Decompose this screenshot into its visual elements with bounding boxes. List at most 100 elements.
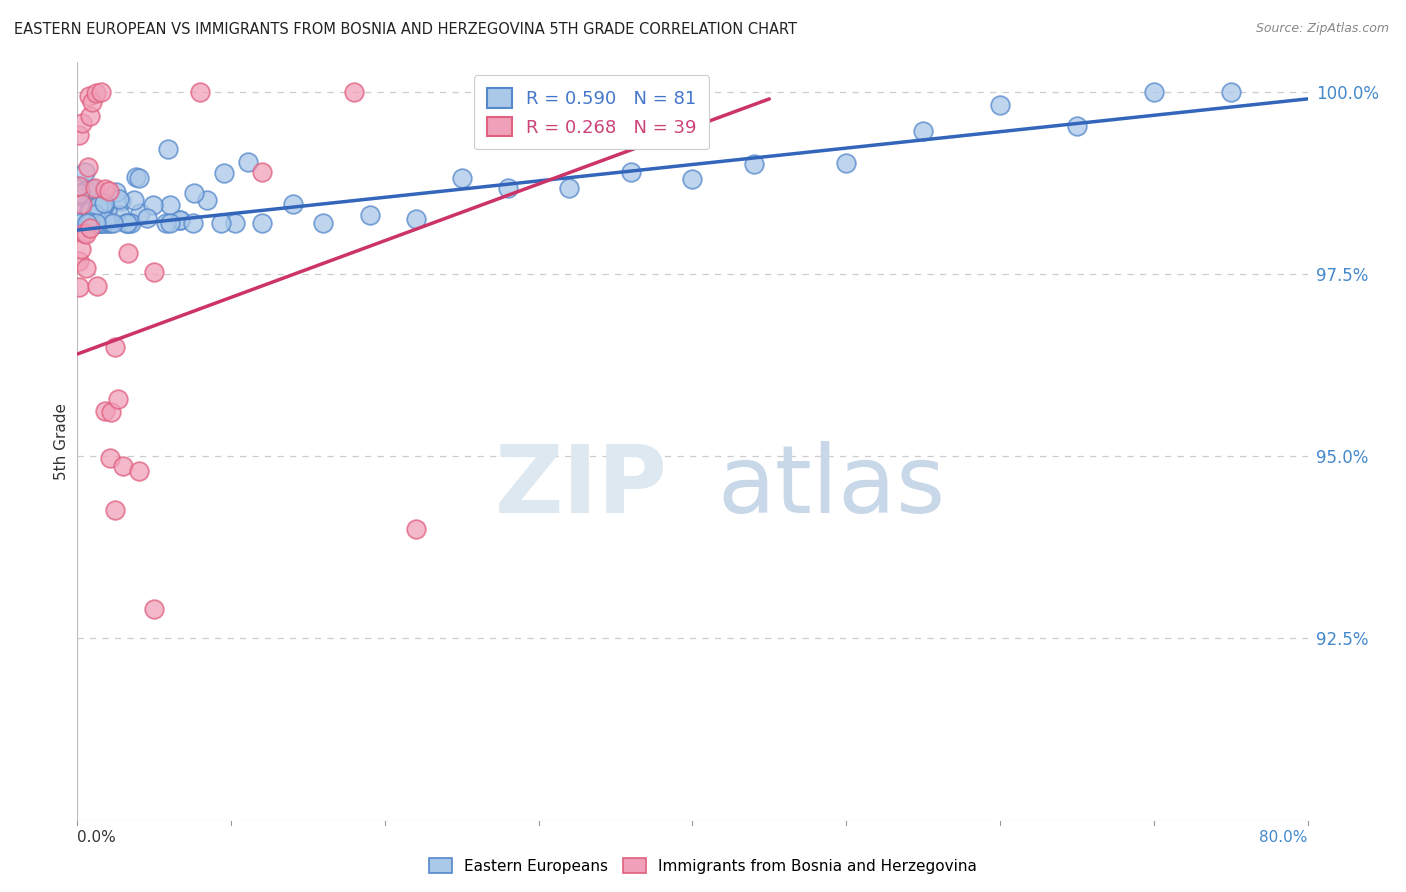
Point: [84, 207, 107, 221]
Point: [83, 211, 105, 226]
Point: [143, 264, 166, 278]
Point: [93, 195, 115, 210]
Point: [159, 198, 181, 212]
Point: [141, 198, 163, 212]
Point: [98, 216, 121, 230]
Point: [742, 157, 765, 171]
Point: [67, 178, 90, 193]
Point: [67, 254, 90, 268]
Point: [108, 208, 131, 222]
Point: [72, 180, 94, 194]
Point: [90, 216, 112, 230]
Point: [80, 95, 103, 110]
Point: [75, 183, 97, 197]
Point: [128, 464, 150, 478]
Point: [87, 216, 110, 230]
Point: [67, 128, 90, 142]
Point: [76, 216, 98, 230]
Point: [159, 216, 181, 230]
Point: [343, 85, 366, 99]
Point: [104, 502, 127, 516]
Point: [80, 182, 103, 196]
Point: [101, 216, 124, 230]
Point: [72, 116, 94, 130]
Point: [104, 340, 127, 354]
Point: [1143, 85, 1166, 99]
Point: [90, 200, 112, 214]
Text: 80.0%: 80.0%: [1260, 830, 1308, 845]
Point: [73, 165, 96, 179]
Point: [312, 216, 335, 230]
Point: [1219, 85, 1241, 99]
Point: [84, 216, 107, 230]
Point: [69, 186, 91, 201]
Point: [359, 208, 381, 222]
Point: [87, 200, 110, 214]
Text: Source: ZipAtlas.com: Source: ZipAtlas.com: [1256, 22, 1389, 36]
Point: [90, 85, 112, 99]
Point: [120, 216, 142, 230]
Point: [250, 165, 273, 179]
Point: [136, 211, 159, 226]
Text: EASTERN EUROPEAN VS IMMIGRANTS FROM BOSNIA AND HERZEGOVINA 5TH GRADE CORRELATION: EASTERN EUROPEAN VS IMMIGRANTS FROM BOSN…: [14, 22, 797, 37]
Point: [91, 196, 114, 211]
Point: [84, 87, 107, 101]
Point: [94, 182, 117, 196]
Point: [988, 98, 1011, 112]
Point: [118, 216, 141, 230]
Point: [682, 172, 704, 186]
Point: [212, 166, 235, 180]
Point: [169, 213, 191, 227]
Point: [107, 392, 129, 406]
Point: [558, 181, 581, 195]
Point: [87, 216, 110, 230]
Point: [98, 450, 121, 465]
Point: [405, 212, 427, 227]
Text: ZIP: ZIP: [495, 441, 668, 533]
Point: [496, 181, 519, 195]
Point: [129, 206, 152, 220]
Point: [69, 205, 91, 219]
Point: [105, 185, 128, 199]
Point: [195, 194, 218, 208]
Point: [157, 142, 180, 156]
Point: [128, 170, 150, 185]
Point: [107, 192, 129, 206]
Point: [450, 171, 472, 186]
Point: [79, 202, 101, 216]
Point: [86, 278, 108, 293]
Point: [94, 216, 117, 230]
Point: [67, 187, 90, 202]
Point: [84, 216, 107, 230]
Point: [89, 194, 111, 209]
Point: [143, 602, 166, 616]
Point: [89, 216, 111, 230]
Point: [620, 165, 643, 179]
Point: [110, 194, 132, 208]
Legend: R = 0.590   N = 81, R = 0.268   N = 39: R = 0.590 N = 81, R = 0.268 N = 39: [474, 75, 710, 149]
Point: [70, 196, 93, 211]
Point: [73, 227, 96, 241]
Point: [115, 216, 138, 230]
Point: [117, 245, 139, 260]
Point: [224, 216, 246, 230]
Point: [79, 215, 101, 229]
Point: [94, 214, 117, 228]
Point: [122, 193, 145, 207]
Point: [238, 154, 260, 169]
Point: [79, 221, 101, 235]
Point: [83, 216, 105, 230]
Point: [79, 109, 101, 123]
Point: [94, 403, 117, 417]
Point: [67, 280, 90, 294]
Point: [97, 216, 120, 230]
Text: 0.0%: 0.0%: [77, 830, 117, 845]
Point: [76, 216, 98, 230]
Point: [250, 216, 273, 230]
Point: [89, 216, 111, 230]
Point: [115, 216, 138, 230]
Point: [281, 197, 304, 211]
Point: [93, 198, 115, 212]
Point: [405, 522, 427, 536]
Point: [87, 198, 110, 212]
